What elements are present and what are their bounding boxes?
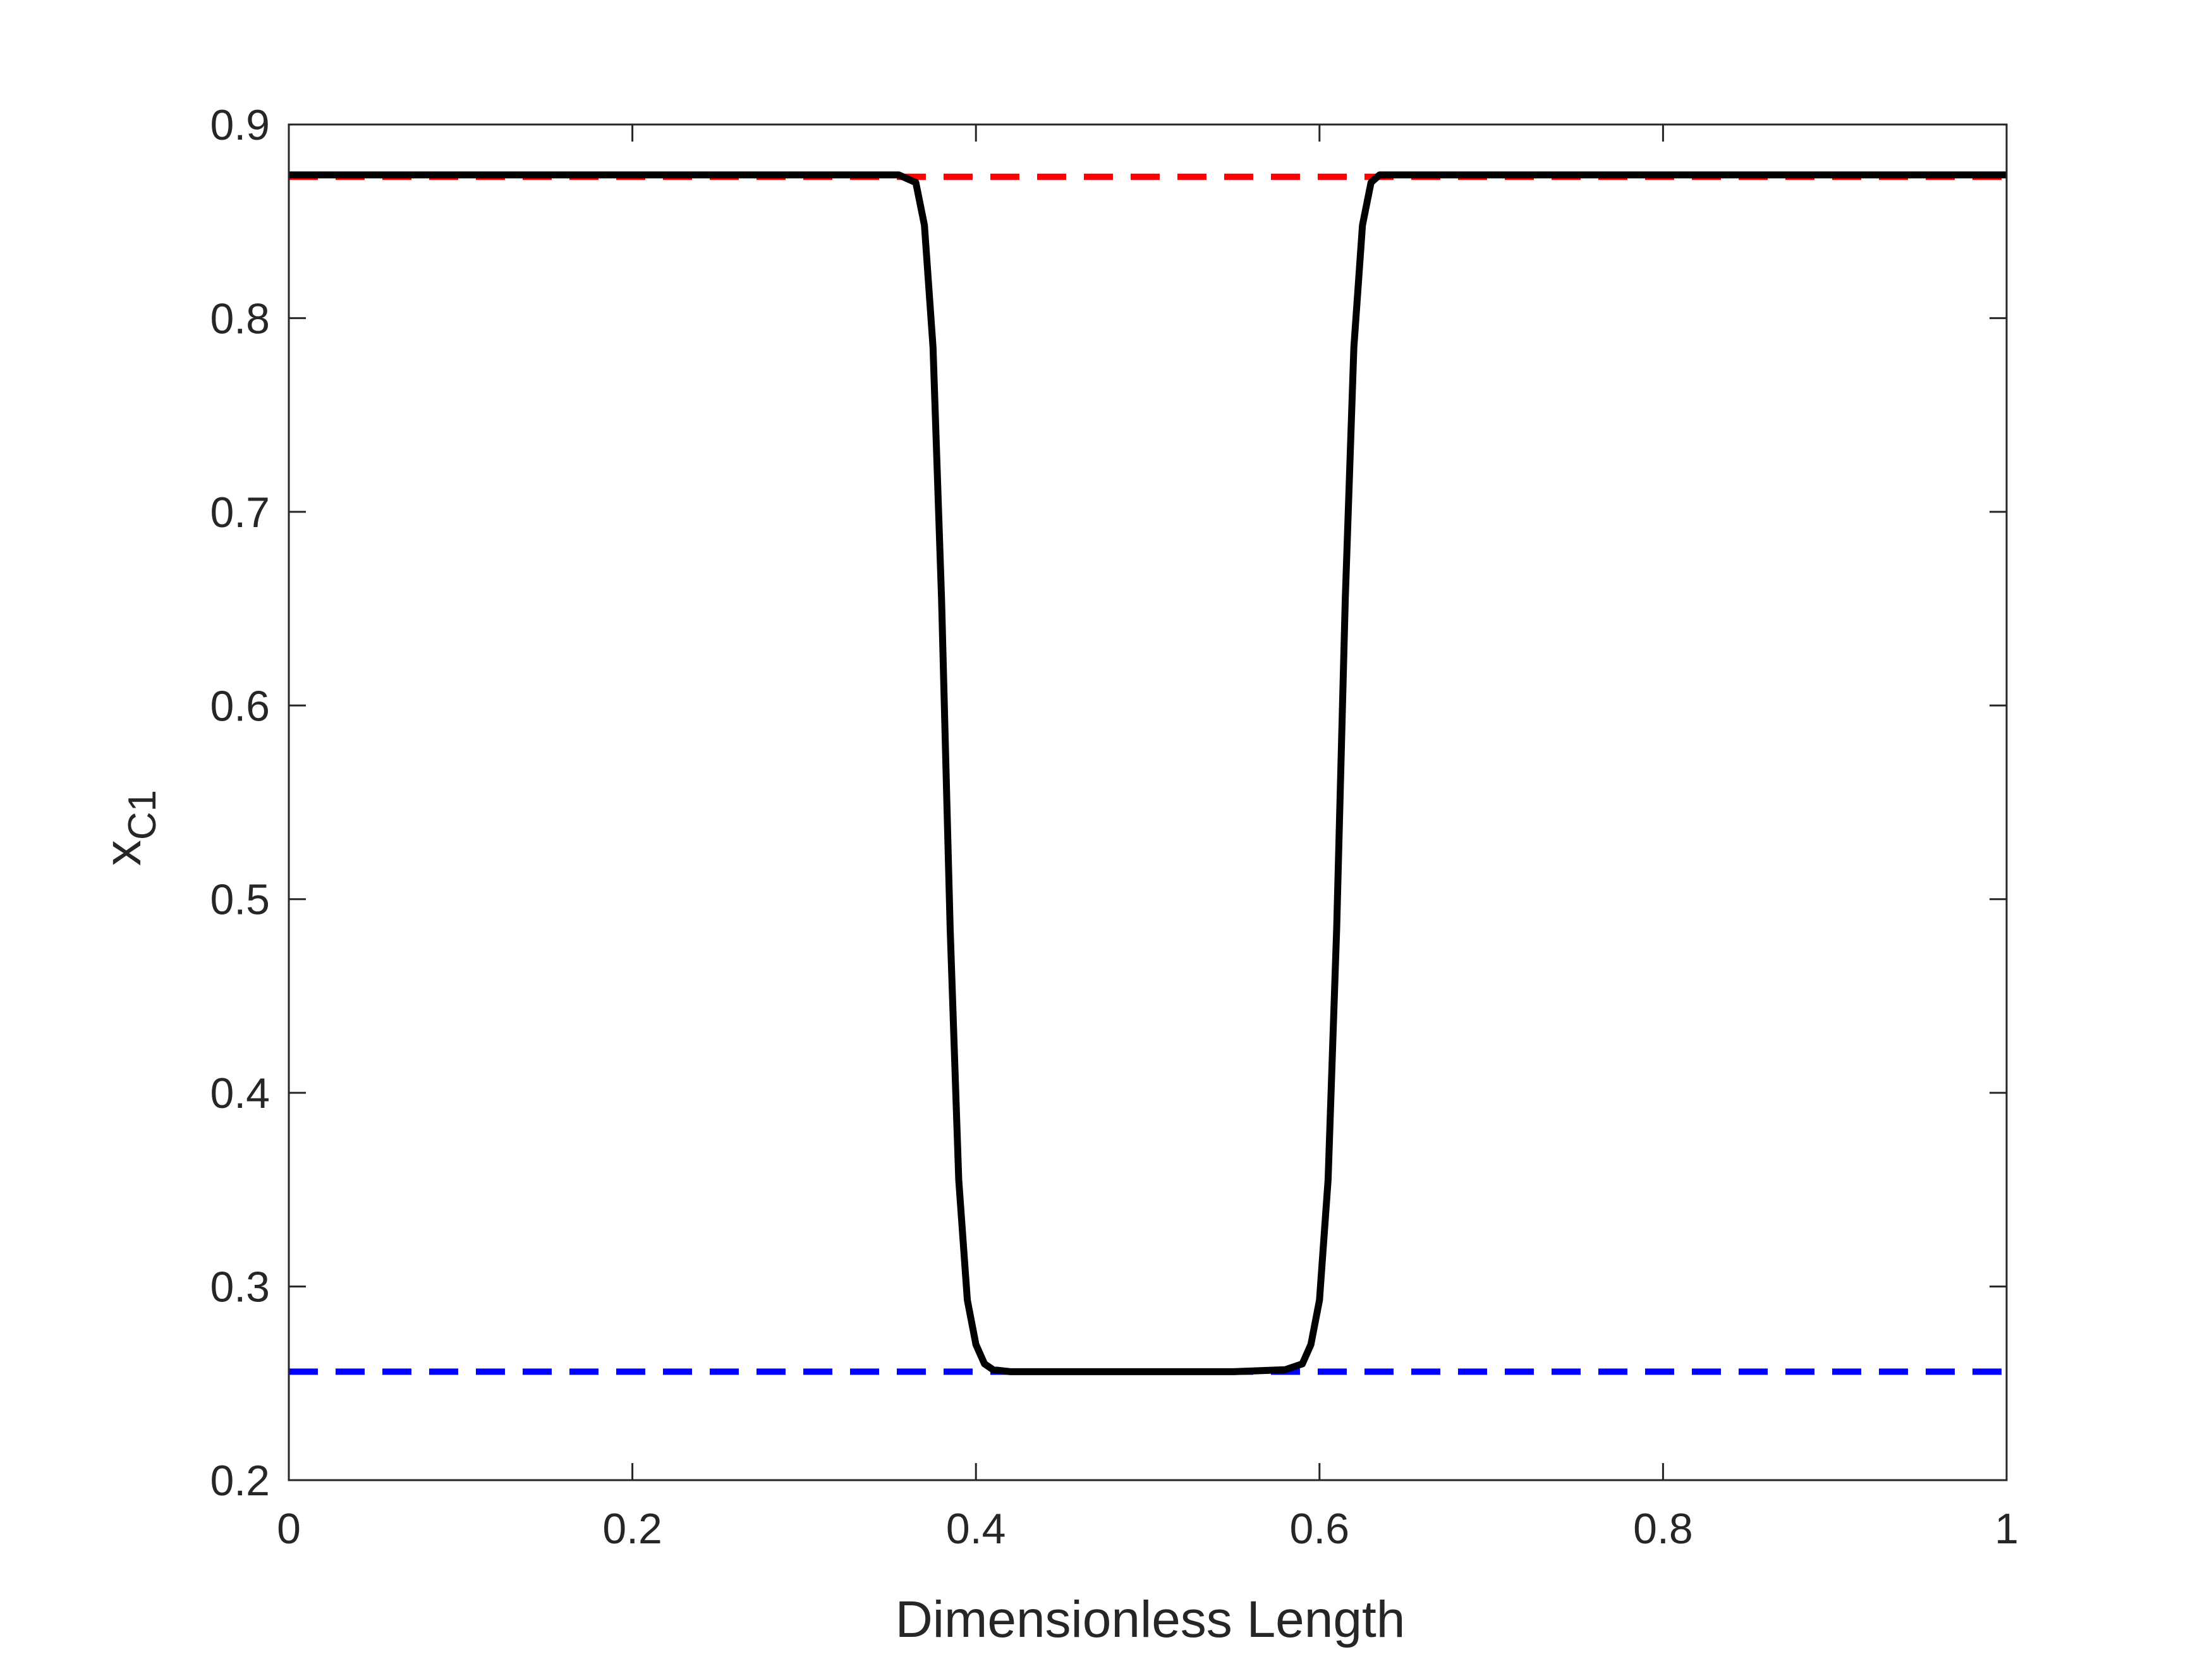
plot-area: [288, 123, 2008, 1481]
x-tick-label: 0.2: [602, 1505, 662, 1553]
y-axis: 0.2 0.3 0.4 0.5 0.6 0.7 0.8 0.9: [210, 101, 2007, 1505]
y-tick-label: 0.3: [210, 1263, 270, 1311]
x-axis: 0 0.2 0.4 0.6 0.8 1: [277, 125, 2019, 1553]
x-axis-label: Dimensionless Length: [896, 1591, 1406, 1648]
y-tick-label: 0.2: [210, 1457, 270, 1505]
y-tick-label: 0.5: [210, 876, 270, 924]
y-tick-label: 0.4: [210, 1069, 270, 1117]
y-axis-label-subscript: C1: [121, 790, 164, 840]
y-axis-label: xC1: [94, 790, 164, 866]
x-tick-label: 0.6: [1290, 1505, 1350, 1553]
y-tick-label: 0.6: [210, 682, 270, 730]
y-tick-label: 0.7: [210, 489, 270, 537]
y-tick-label: 0.8: [210, 295, 270, 343]
x-tick-label: 0.4: [946, 1505, 1006, 1553]
y-tick-label: 0.9: [210, 101, 270, 149]
x-tick-label: 0.8: [1633, 1505, 1693, 1553]
x-tick-label: 0: [277, 1505, 301, 1553]
series-group: [289, 171, 2007, 1375]
x-tick-label: 1: [1995, 1505, 2019, 1553]
series-line-0: [289, 171, 2007, 1375]
y-axis-label-main: x: [94, 840, 152, 866]
axes-box: [288, 123, 2008, 1481]
